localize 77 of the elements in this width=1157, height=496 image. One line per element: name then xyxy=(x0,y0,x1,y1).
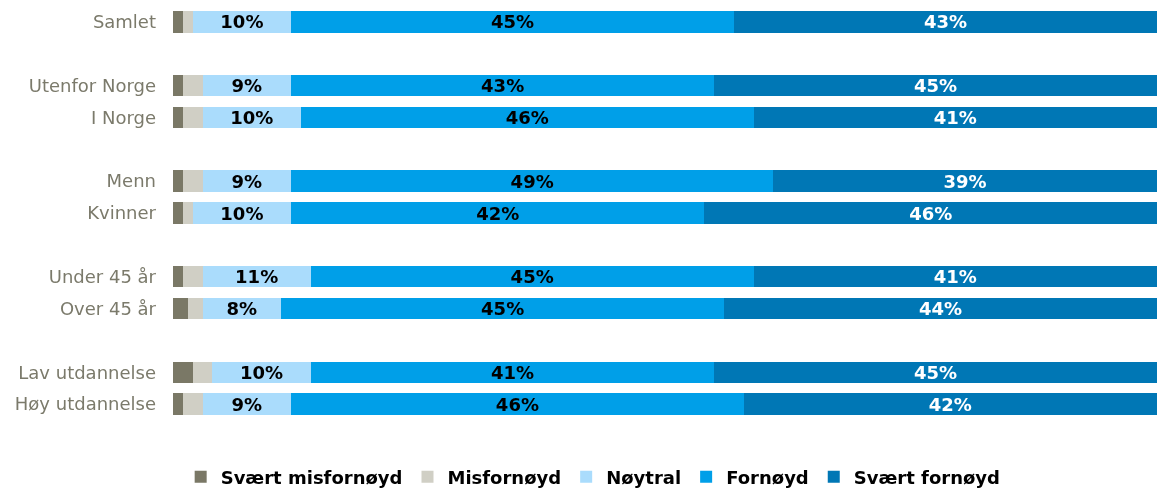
bar xyxy=(173,106,183,129)
bar xyxy=(187,297,203,320)
data-label: 43% xyxy=(481,75,525,97)
data-label: 45% xyxy=(914,75,958,97)
bar xyxy=(724,297,1157,320)
legend-label: Misfornøyd xyxy=(447,466,562,488)
data-label: 41% xyxy=(933,106,977,128)
bar xyxy=(182,11,193,33)
bar xyxy=(182,74,203,97)
data-label: 10% xyxy=(220,202,264,224)
bar xyxy=(173,170,183,192)
bar xyxy=(753,106,1157,129)
data-label: 8% xyxy=(226,298,258,320)
data-label: 42% xyxy=(476,202,520,224)
bar xyxy=(300,106,754,129)
y-tick-label: Høy utdannelse xyxy=(14,393,156,415)
y-tick-label: Menn xyxy=(106,170,156,192)
bar xyxy=(182,106,203,129)
bar xyxy=(753,266,1157,288)
bar xyxy=(743,393,1157,415)
data-label: 42% xyxy=(928,393,972,415)
bar xyxy=(173,202,183,224)
bar xyxy=(173,393,183,415)
y-tick-label: Kvinner xyxy=(87,202,157,224)
data-label: 49% xyxy=(510,170,554,192)
bar xyxy=(173,297,188,320)
data-label: 41% xyxy=(933,266,977,288)
bar xyxy=(173,74,183,97)
y-tick-label: Lav utdannelse xyxy=(18,361,156,383)
y-tick-label: Under 45 år xyxy=(48,265,157,287)
data-label: 44% xyxy=(918,298,963,320)
bar xyxy=(291,202,705,224)
legend-label: Svært fornøyd xyxy=(853,466,1000,488)
data-label: 43% xyxy=(923,11,967,33)
bar xyxy=(291,170,774,192)
y-tick-label: Over 45 år xyxy=(59,297,157,319)
bar xyxy=(310,266,754,288)
y-tick-label: Utenfor Norge xyxy=(28,74,156,96)
data-label: 45% xyxy=(510,266,554,288)
data-label: 10% xyxy=(230,106,274,128)
bar xyxy=(182,170,203,192)
data-label: 9% xyxy=(231,170,263,192)
data-label: 10% xyxy=(240,361,284,383)
bar xyxy=(192,361,213,383)
legend-label: Nøytral xyxy=(606,466,682,488)
bar xyxy=(291,74,715,97)
bar xyxy=(173,266,183,288)
data-label: 9% xyxy=(231,75,263,97)
bar xyxy=(173,11,183,33)
data-label: 46% xyxy=(495,393,539,415)
data-label: 46% xyxy=(505,106,549,128)
data-label: 45% xyxy=(914,361,958,383)
bar xyxy=(281,297,725,320)
bar xyxy=(182,202,193,224)
bar xyxy=(714,361,1157,383)
legend-label: Svært misfornøyd xyxy=(220,466,403,488)
bar xyxy=(291,11,734,33)
data-label: 46% xyxy=(909,202,953,224)
bar xyxy=(714,74,1157,97)
bar xyxy=(173,361,193,383)
bar xyxy=(291,393,744,415)
y-tick-label: I Norge xyxy=(90,106,156,128)
data-label: 10% xyxy=(220,11,264,33)
data-label: 39% xyxy=(943,170,987,192)
y-tick-label: Samlet xyxy=(92,11,156,33)
bar xyxy=(182,266,203,288)
data-label: 45% xyxy=(481,298,525,320)
bar xyxy=(704,202,1157,224)
data-label: 9% xyxy=(231,393,263,415)
data-label: 45% xyxy=(490,11,535,33)
bar xyxy=(733,11,1157,33)
bar xyxy=(773,170,1157,192)
data-label: 11% xyxy=(235,266,279,288)
legend-label: Fornøyd xyxy=(726,466,809,488)
bar xyxy=(182,393,203,415)
bar xyxy=(310,361,715,383)
data-label: 41% xyxy=(490,361,535,383)
